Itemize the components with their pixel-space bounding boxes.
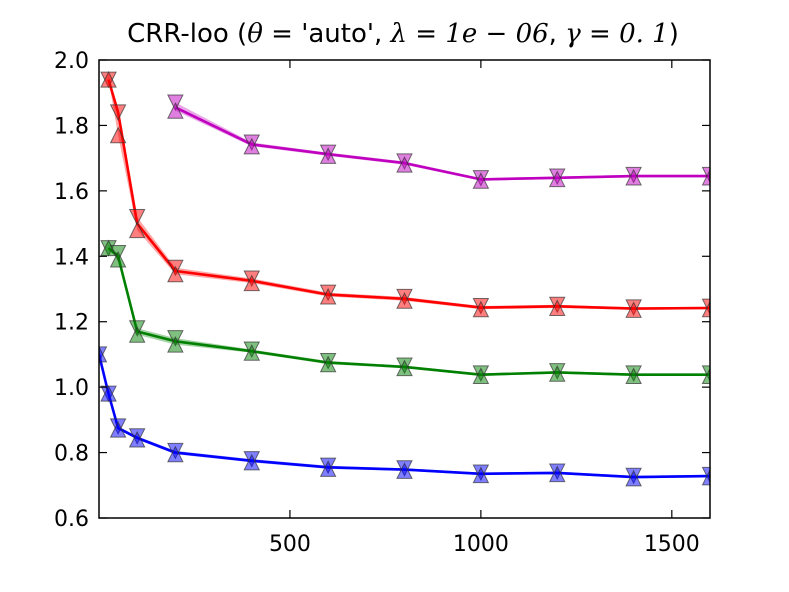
title-lambda-value: 1e − 06 <box>445 19 548 49</box>
y-tick-label: 1.8 <box>54 114 89 139</box>
series-1-marker-lower <box>167 335 184 353</box>
series-1-line <box>107 247 710 377</box>
series-2-marker-upper <box>128 209 146 226</box>
series-0-marker-lower <box>396 462 413 479</box>
series-3-marker-lower <box>396 156 413 173</box>
series-1-marker-lower <box>109 250 127 268</box>
title-gamma-symbol: γ <box>565 19 581 49</box>
series-1-marker-lower <box>128 326 146 343</box>
series-2-marker-lower <box>128 221 146 239</box>
series-0-marker-lower <box>100 385 117 402</box>
series-1-marker-lower <box>625 367 642 385</box>
title-equals-2: = <box>407 19 445 49</box>
series-2-line <box>107 79 710 310</box>
series-0-marker-lower <box>472 466 490 484</box>
series-2 <box>100 71 710 318</box>
series-0-marker-lower <box>548 465 566 483</box>
title-prefix: CRR-loo ( <box>127 19 247 49</box>
x-tick-label: 1500 <box>644 532 700 557</box>
series-1-marker-lower <box>472 367 490 385</box>
series-1-marker-lower <box>243 344 261 361</box>
y-tick-label: 2.0 <box>54 49 89 74</box>
series-3-line <box>174 106 710 181</box>
series-2-marker-lower <box>701 300 710 318</box>
series-0-marker-lower <box>319 460 337 477</box>
series-0-marker-lower <box>625 469 642 487</box>
series-3-marker-lower <box>319 147 337 164</box>
y-tick-label: 1.6 <box>54 180 89 205</box>
y-tick-label: 1.4 <box>54 245 89 270</box>
title-suffix: ) <box>669 19 679 49</box>
series-0-marker-lower <box>243 453 261 471</box>
series-2-marker-lower <box>548 299 566 316</box>
series-1 <box>100 239 710 385</box>
series-3-marker-lower <box>472 172 490 189</box>
y-tick-label: 1.2 <box>54 311 89 336</box>
series-0-marker-lower <box>99 345 108 363</box>
series-2-marker-upper <box>109 104 127 121</box>
x-tick-label: 1000 <box>453 532 509 557</box>
chart-title: CRR-loo (θ = 'auto', λ = 1e − 06, γ = 0.… <box>127 19 679 49</box>
title-separator-1: , <box>374 19 391 49</box>
title-separator-2: , <box>549 19 566 49</box>
series-1-marker-lower <box>701 367 710 385</box>
series-0 <box>99 345 710 487</box>
series-1-band <box>108 248 710 376</box>
series-layer <box>99 71 710 487</box>
y-tick-label: 0.8 <box>54 442 89 467</box>
series-2-marker-lower <box>396 292 413 309</box>
tick-labels: 0.6 0.8 1.0 1.2 1.4 1.6 1.8 2.0 500 1000 1500 <box>54 49 700 557</box>
series-2-marker-lower <box>625 301 642 318</box>
series-2-band <box>108 79 710 310</box>
series-2-marker-lower <box>167 265 184 283</box>
plot-frame <box>98 59 711 519</box>
series-0-marker-lower <box>701 468 710 486</box>
series-1-marker-lower <box>548 365 566 382</box>
series-3-marker-lower <box>548 170 566 188</box>
title-gamma-value: 0. 1 <box>619 19 669 49</box>
series-3-marker-lower <box>625 168 642 186</box>
series-3-marker-lower <box>167 102 184 119</box>
title-theta-symbol: θ <box>247 19 263 49</box>
series-1-marker-lower <box>319 355 337 373</box>
series-2-marker-lower <box>472 300 490 318</box>
series-0-marker-lower <box>109 421 127 438</box>
series-1-marker-lower <box>396 359 413 377</box>
series-3-marker-lower <box>701 168 710 186</box>
title-equals-3: = <box>581 19 619 49</box>
title-lambda-symbol: λ <box>390 19 407 49</box>
title-theta-value: 'auto' <box>301 19 374 49</box>
series-2-marker-lower <box>319 287 337 305</box>
x-tick-label: 500 <box>269 532 311 557</box>
series-3 <box>167 94 710 189</box>
series-2-marker-lower <box>109 126 127 144</box>
series-2-marker-lower <box>243 274 261 292</box>
y-tick-label: 0.6 <box>54 507 89 532</box>
series-3-marker-lower <box>243 137 261 155</box>
series-0-marker-lower <box>167 445 184 463</box>
title-equals-1: = <box>263 19 301 49</box>
series-2-marker-lower <box>100 71 117 88</box>
y-tick-label: 1.0 <box>54 376 89 401</box>
axes-layer <box>98 59 711 519</box>
series-0-marker-lower <box>128 430 146 448</box>
